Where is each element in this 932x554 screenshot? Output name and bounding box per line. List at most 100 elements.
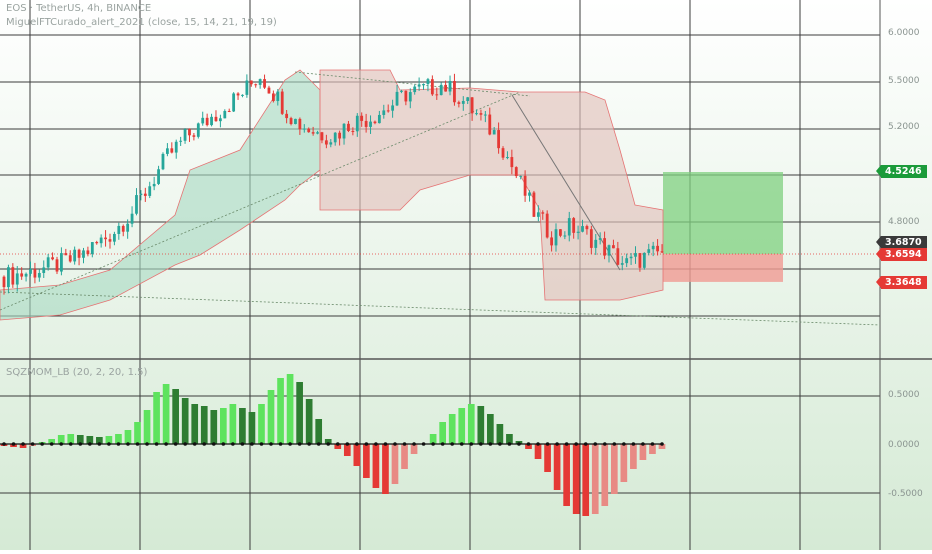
squeeze-dot [479,442,483,446]
squeeze-dot [2,442,6,446]
squeeze-dot [183,442,187,446]
candle-body [126,223,130,232]
momentum-bar [582,444,590,516]
candle-body [386,110,390,112]
momentum-bar [219,408,227,444]
squeeze-dot [545,442,550,446]
candle-body [554,229,558,246]
squeeze-dot [240,442,245,446]
squeeze-dot [145,442,149,446]
squeeze-dot [593,442,598,446]
candle-body [607,245,611,256]
candle-body [651,245,655,250]
candle-body [183,129,187,141]
candle-body [523,175,527,196]
candle-body [470,97,474,114]
candle-body [82,250,85,258]
squeeze-dot [30,442,35,446]
candle-body [603,238,606,256]
rising-trendline [0,91,521,311]
momentum-bar [591,444,599,514]
candle-body [382,110,386,115]
squeeze-dot [402,442,407,446]
candle-body [90,242,94,255]
candle-body [347,123,350,131]
candle-body [391,105,395,111]
candle-body [201,117,205,124]
candle-body [439,84,443,96]
squeeze-dot [612,442,617,446]
candle-body [492,130,496,135]
oscillator-title[interactable]: SQZMOM_LB (20, 2, 20, 1.5) [6,367,148,378]
squeeze-dot [650,442,655,446]
momentum-bar [48,439,56,444]
symbol-title[interactable]: EOS · TetherUS, 4h, BINANCE [6,3,152,14]
momentum-bar [305,399,313,444]
candle-body [594,239,598,248]
candle-body [64,253,68,256]
candle-body [170,148,174,153]
candle-body [488,114,492,135]
candle-body [629,256,633,259]
candle-body [99,237,103,244]
price-axis-label: 6.0000 [888,28,920,38]
candle-body [559,229,562,236]
price-axis-label: 5.2000 [888,122,920,132]
candle-body [55,259,59,272]
candle-body [501,148,505,158]
candle-body [263,79,266,88]
candle-body [581,226,584,232]
squeeze-dot [564,442,569,446]
momentum-bar [296,382,303,444]
momentum-bar [467,404,475,444]
candle-body [355,115,359,132]
candle-body [165,148,169,154]
momentum-bar [630,444,637,469]
indicator-title[interactable]: MiguelFTCurado_alert_2021 (close, 15, 14… [6,17,277,28]
squeeze-dot [278,442,283,446]
squeeze-dot [297,442,302,446]
candle-body [563,235,567,237]
candle-body [210,116,213,126]
momentum-bar [353,444,361,466]
momentum-bar [200,406,208,444]
candle-body [218,118,222,122]
squeeze-dot [536,442,540,446]
momentum-bar [324,439,332,444]
momentum-bar [534,444,542,459]
momentum-bar [448,414,456,444]
candle-body [241,94,244,96]
squeeze-dot [164,442,168,446]
momentum-bar [563,444,570,506]
squeeze-dot [374,442,378,446]
squeeze-dot [526,442,531,446]
squeeze-dot [355,442,359,446]
momentum-bar [343,444,351,456]
squeeze-dot [269,442,273,446]
momentum-bar [401,444,408,469]
candle-body [466,97,470,101]
momentum-bar [134,422,141,444]
candle-body [73,249,77,262]
momentum-bar [181,398,189,444]
squeeze-dot [335,442,340,446]
candle-body [276,91,280,102]
momentum-bar [496,424,504,444]
momentum-bar [143,410,151,444]
squeeze-dot [316,442,321,446]
candle-body [541,212,545,214]
candle-body [422,84,425,86]
momentum-bar [124,430,132,444]
squeeze-dot [221,442,226,446]
candle-body [342,123,346,139]
candle-body [620,263,624,265]
candle-body [11,267,15,285]
osc-axis-label: -0.5000 [888,489,923,499]
squeeze-dot [631,442,636,446]
momentum-bar [239,408,246,444]
candle-body [161,153,165,170]
momentum-bar [506,434,513,444]
candle-body [475,113,478,115]
